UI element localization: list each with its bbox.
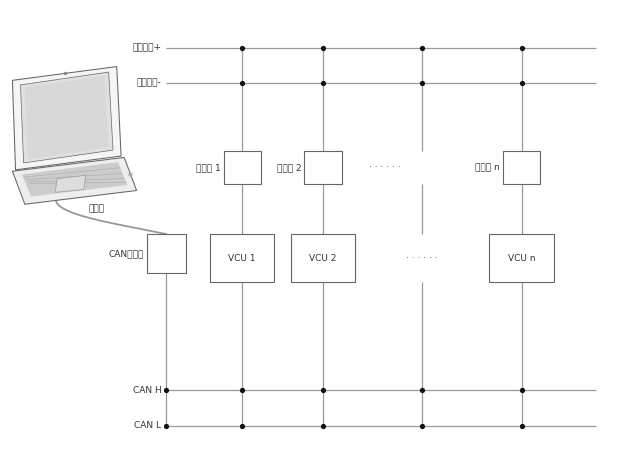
Polygon shape [12,67,121,170]
Polygon shape [20,72,113,163]
Polygon shape [22,162,127,196]
Bar [224,151,261,184]
Polygon shape [25,76,109,159]
Bar [489,234,554,282]
Text: CAN L: CAN L [135,421,161,431]
Text: 继电器 1: 继电器 1 [196,163,220,172]
Bar [503,151,540,184]
Bar [291,234,355,282]
Text: CAN分析仪: CAN分析仪 [108,249,143,258]
Text: VCU 1: VCU 1 [229,254,256,263]
Text: 上位机: 上位机 [88,204,104,213]
Text: 低压电源+: 低压电源+ [132,44,161,53]
Text: VCU 2: VCU 2 [309,254,337,263]
Bar [304,151,342,184]
Polygon shape [12,157,137,204]
Bar [210,234,274,282]
Text: VCU n: VCU n [508,254,535,263]
Text: CAN H: CAN H [133,386,161,395]
Text: 继电器 2: 继电器 2 [276,163,301,172]
Text: · · · · · ·: · · · · · · [407,254,438,263]
Bar [147,234,186,273]
Text: 低压电源-: 低压电源- [137,78,161,87]
Text: 继电器 n: 继电器 n [475,163,500,172]
Polygon shape [55,175,86,192]
Text: · · · · · ·: · · · · · · [369,163,401,172]
